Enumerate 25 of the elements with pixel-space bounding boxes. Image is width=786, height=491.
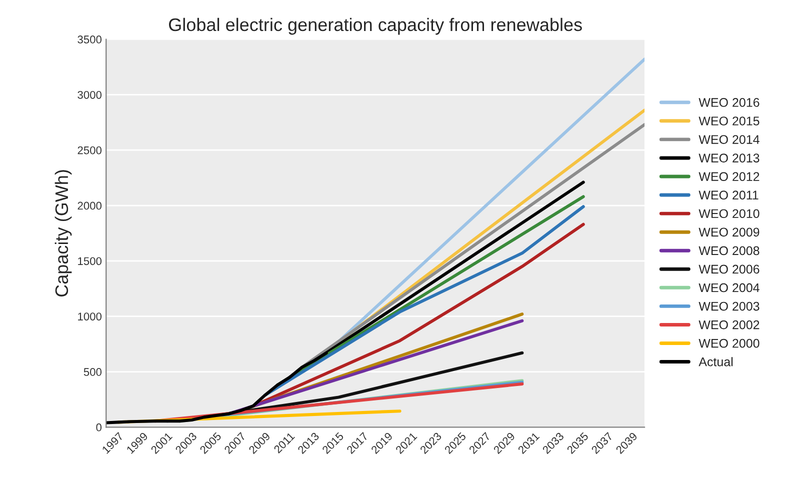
chart-title: Global electric generation capacity from renewables <box>168 18 582 35</box>
legend-label: WEO 2000 <box>698 338 760 348</box>
y-tick-label: 0 <box>96 423 102 432</box>
legend-label: WEO 2011 <box>698 190 758 200</box>
legend-label: Actual <box>698 357 733 366</box>
y-tick-label: 500 <box>84 368 102 376</box>
y-tick-label: 1000 <box>78 312 102 320</box>
y-tick-label: 3000 <box>78 90 102 99</box>
legend-label: WEO 2008 <box>698 246 760 256</box>
legend-label: WEO 2015 <box>698 116 760 126</box>
legend-label: WEO 2006 <box>698 264 760 274</box>
legend-label: WEO 2004 <box>698 283 760 292</box>
y-tick-label: 3500 <box>78 36 102 44</box>
legend-label: WEO 2016 <box>698 98 760 107</box>
legend-label: WEO 2014 <box>698 135 760 144</box>
y-axis-title: Capacity (GWh) <box>54 170 72 297</box>
legend-label: WEO 2013 <box>698 154 760 162</box>
legend-label: WEO 2012 <box>698 172 760 181</box>
legend-label: WEO 2002 <box>698 320 760 330</box>
y-tick-label: 2500 <box>78 146 102 154</box>
legend-label: WEO 2010 <box>698 209 760 218</box>
y-tick-label: 2000 <box>78 202 102 210</box>
legend-label: WEO 2003 <box>698 302 760 311</box>
y-tick-label: 1500 <box>78 257 102 266</box>
legend-label: WEO 2009 <box>698 228 760 237</box>
